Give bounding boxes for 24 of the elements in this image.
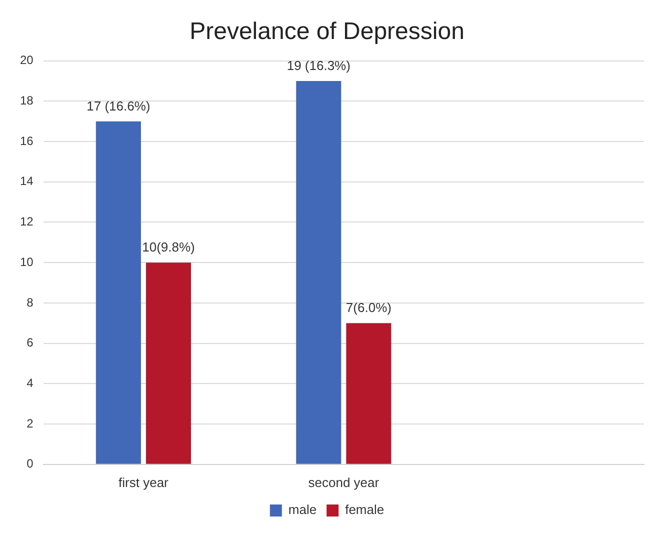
y-tick-label: 20 (20, 53, 34, 68)
y-tick-label: 4 (26, 376, 34, 390)
x-tick-label: second year (308, 474, 380, 490)
data-label: 17 (16.6%) (86, 98, 150, 114)
y-tick-label: 16 (20, 134, 34, 148)
y-tick-label: 0 (26, 456, 34, 471)
data-label: 19 (16.3%) (286, 58, 350, 74)
data-label: 7(6.0%) (346, 300, 392, 316)
legend-label: male (288, 502, 317, 518)
y-tick-label: 10 (20, 254, 34, 269)
data-label: 10(9.8%) (142, 240, 195, 255)
y-tick-label: 18 (20, 93, 34, 108)
bar (146, 262, 192, 464)
bar (346, 323, 392, 464)
bar (296, 80, 342, 464)
y-tick-label: 14 (20, 174, 34, 188)
x-tick-label: first year (118, 474, 170, 490)
legend-label: female (345, 502, 384, 518)
y-tick-label: 8 (26, 295, 34, 310)
y-tick-label: 6 (26, 336, 34, 350)
y-tick-label: 2 (26, 416, 34, 430)
bar (96, 121, 141, 464)
y-tick-label: 12 (20, 214, 34, 229)
chart-title: Prevelance of Depression (190, 18, 464, 46)
